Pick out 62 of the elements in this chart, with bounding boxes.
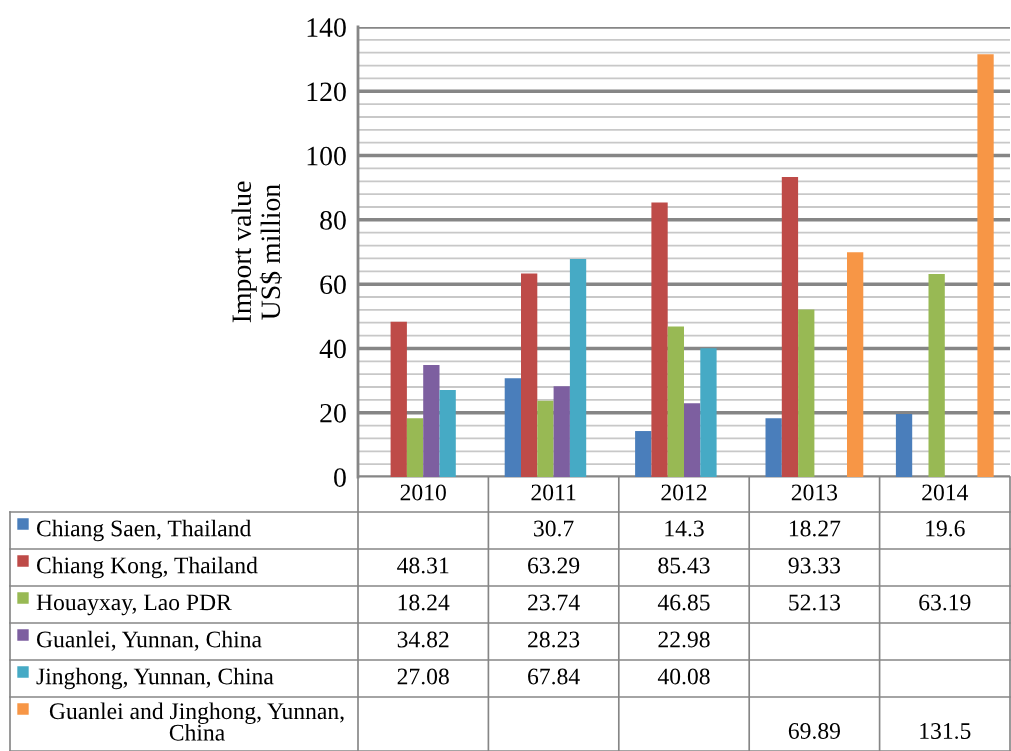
data-label: 52.13 [789, 594, 841, 611]
bar [928, 273, 945, 477]
legend-label: Chiang Kong, Thailand [36, 556, 258, 579]
y-tick-label: 100 [307, 146, 346, 166]
data-label: 23.74 [528, 594, 580, 611]
y-tick-label: 120 [307, 82, 346, 102]
data-label: 18.24 [398, 594, 450, 611]
legend-label: Guanlei and Jinghong, Yunnan, China [49, 702, 344, 741]
legend-label: Houayxay, Lao PDR [36, 594, 232, 616]
bar [569, 258, 587, 477]
x-tick-label: 2011 [531, 484, 576, 501]
bar [504, 378, 521, 477]
data-label: 46.85 [657, 594, 710, 611]
data-label: 63.29 [528, 557, 580, 574]
data-label: 67.84 [528, 668, 580, 685]
y-tick-label: 140 [307, 18, 346, 37]
bar [406, 418, 424, 477]
bar [667, 326, 684, 477]
bar [781, 177, 799, 477]
bar [977, 54, 994, 477]
data-label: 85.43 [658, 557, 710, 574]
legend-label: Chiang Saen, Thailand [36, 519, 252, 542]
data-label: 27.08 [397, 668, 449, 685]
bar [521, 273, 538, 477]
y-tick-label: 20 [320, 403, 346, 423]
bar [700, 348, 717, 477]
bar [553, 386, 570, 477]
data-label: 22.98 [658, 631, 710, 648]
bar [765, 418, 782, 477]
x-tick-label: 2010 [400, 484, 446, 501]
data-label: 40.08 [657, 668, 710, 685]
bar [423, 365, 440, 477]
bar [439, 389, 456, 477]
data-label: 48.31 [397, 557, 449, 574]
bar [537, 400, 554, 477]
y-tick-label: 60 [320, 275, 346, 295]
bar [895, 414, 913, 477]
data-label: 131.5 [920, 723, 971, 740]
bar [798, 309, 815, 477]
x-tick-label: 2013 [791, 484, 838, 501]
y-tick-label: 40 [319, 339, 346, 359]
bar [651, 202, 668, 477]
data-label: 28.23 [528, 631, 580, 648]
bar [390, 321, 407, 477]
bar [684, 403, 701, 477]
data-label: 93.33 [788, 557, 841, 574]
legend-label: Jinghong, Yunnan, China [36, 667, 274, 690]
y-axis-title: Import value US$ million [231, 181, 282, 323]
data-label: 30.7 [534, 520, 574, 537]
data-label: 69.89 [788, 722, 840, 740]
bar [847, 252, 864, 477]
y-tick-label: 0 [334, 468, 346, 487]
data-label: 18.27 [789, 520, 841, 537]
legend-label: Guanlei, Yunnan, China [36, 630, 262, 651]
y-tick-label: 80 [320, 211, 346, 230]
x-tick-label: 2012 [661, 484, 707, 501]
data-label: 19.6 [926, 520, 965, 537]
data-label: 63.19 [919, 594, 971, 611]
data-label: 14.3 [665, 520, 704, 537]
x-tick-label: 2014 [922, 484, 969, 501]
data-label: 34.82 [397, 631, 449, 648]
bar [635, 431, 652, 477]
